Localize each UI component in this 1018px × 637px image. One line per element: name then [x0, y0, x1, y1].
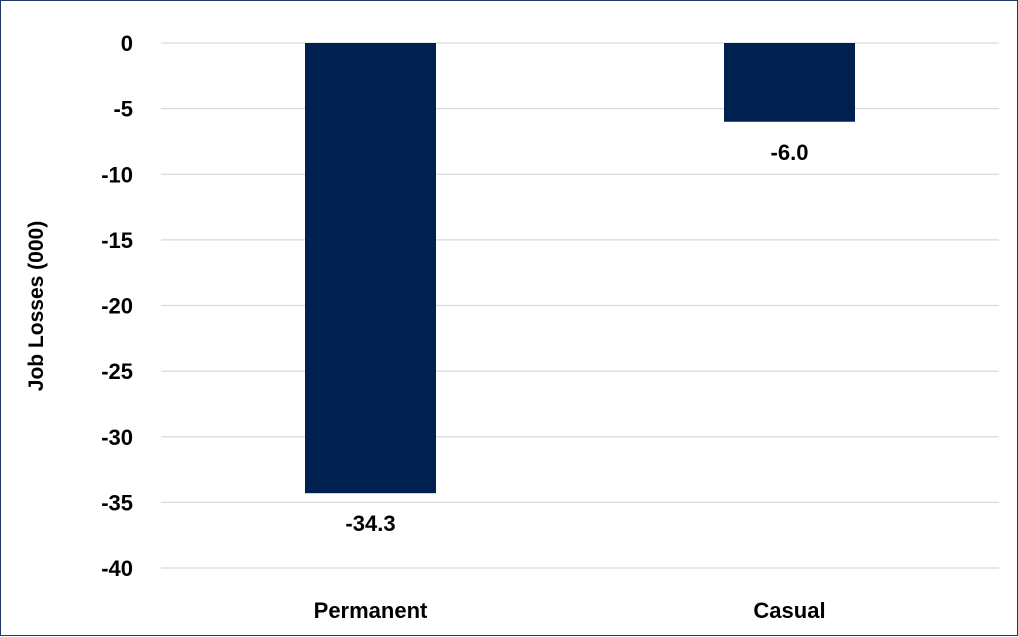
y-tick-label: -25: [101, 359, 133, 384]
y-axis-ticks: 0 -5 -10 -15 -20 -25 -30 -35 -40: [101, 31, 133, 581]
y-tick-label: -10: [101, 162, 133, 187]
data-label-casual: -6.0: [771, 140, 809, 165]
category-label-permanent: Permanent: [314, 598, 428, 623]
y-tick-label: -35: [101, 490, 133, 515]
y-tick-label: -30: [101, 425, 133, 450]
data-label-permanent: -34.3: [345, 511, 395, 536]
y-tick-label: -20: [101, 294, 133, 319]
y-tick-label: -40: [101, 556, 133, 581]
bars: [305, 43, 855, 494]
category-label-casual: Casual: [753, 598, 825, 623]
bar-permanent: [305, 43, 436, 494]
data-labels: -34.3 -6.0: [345, 140, 808, 536]
y-tick-label: -5: [113, 97, 133, 122]
y-axis-title: Job Losses (000): [25, 221, 48, 391]
y-tick-label: -15: [101, 228, 133, 253]
bar-casual: [724, 43, 855, 122]
y-tick-label: 0: [121, 31, 133, 56]
x-axis-categories: Permanent Casual: [314, 598, 826, 623]
gridlines: [161, 42, 999, 569]
